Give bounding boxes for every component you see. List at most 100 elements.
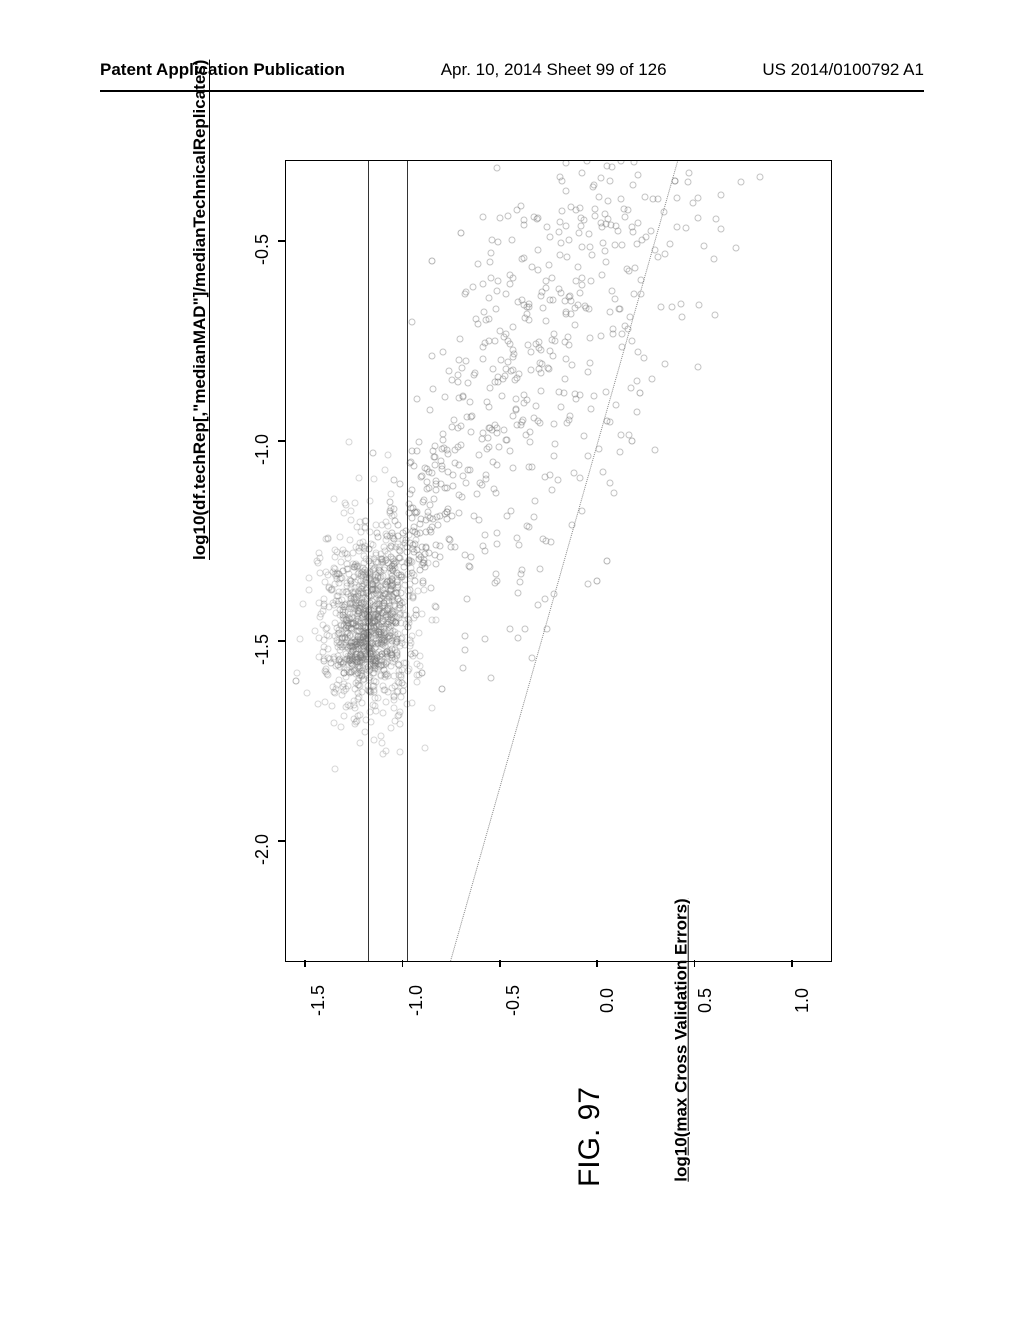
scatter-point xyxy=(330,600,337,607)
scatter-point xyxy=(674,224,681,231)
scatter-point xyxy=(529,264,536,271)
scatter-point xyxy=(493,288,500,295)
scatter-point xyxy=(607,309,614,316)
scatter-point xyxy=(616,306,623,313)
scatter-point xyxy=(482,635,489,642)
scatter-point xyxy=(492,305,499,312)
scatter-point xyxy=(634,408,641,415)
scatter-point xyxy=(586,335,593,342)
scatter-point xyxy=(458,230,465,237)
scatter-point xyxy=(346,615,353,622)
scatter-point xyxy=(369,449,376,456)
scatter-point xyxy=(571,391,578,398)
x-tick-label: 0.5 xyxy=(695,988,716,1013)
scatter-point xyxy=(414,396,421,403)
scatter-point xyxy=(432,541,439,548)
scatter-point xyxy=(637,390,644,397)
scatter-point xyxy=(465,379,472,386)
scatter-point xyxy=(409,515,416,522)
scatter-point xyxy=(585,231,592,238)
scatter-point xyxy=(342,601,349,608)
scatter-point xyxy=(409,447,416,454)
scatter-point xyxy=(634,172,641,179)
scatter-point xyxy=(642,193,649,200)
scatter-point xyxy=(542,277,549,284)
scatter-point xyxy=(336,589,343,596)
scatter-point xyxy=(501,426,508,433)
scatter-point xyxy=(351,584,358,591)
scatter-point xyxy=(336,579,343,586)
scatter-point xyxy=(320,636,327,643)
scatter-point xyxy=(345,438,352,445)
scatter-point xyxy=(489,366,496,373)
x-tick-label: -1.5 xyxy=(308,985,329,1016)
scatter-point xyxy=(629,338,636,345)
scatter-point xyxy=(578,170,585,177)
scatter-point xyxy=(379,587,386,594)
scatter-point xyxy=(428,617,435,624)
scatter-point xyxy=(579,282,586,289)
scatter-point xyxy=(439,437,446,444)
scatter-point xyxy=(333,548,340,555)
scatter-point xyxy=(514,534,521,541)
scatter-point xyxy=(426,501,433,508)
scatter-point xyxy=(667,240,674,247)
scatter-point xyxy=(488,274,495,281)
scatter-point xyxy=(460,665,467,672)
scatter-point xyxy=(390,693,397,700)
reference-line xyxy=(368,161,370,961)
scatter-point xyxy=(690,200,697,207)
scatter-point xyxy=(543,537,550,544)
scatter-point xyxy=(590,183,597,190)
scatter-point xyxy=(611,489,618,496)
scatter-point xyxy=(432,462,439,469)
scatter-point xyxy=(399,679,406,686)
scatter-point xyxy=(591,213,598,220)
scatter-point xyxy=(433,561,440,568)
scatter-point xyxy=(354,682,361,689)
scatter-point xyxy=(441,394,448,401)
scatter-point xyxy=(485,425,492,432)
scatter-point xyxy=(461,633,468,640)
scatter-point xyxy=(551,330,558,337)
scatter-point xyxy=(396,481,403,488)
scatter-point xyxy=(574,302,581,309)
scatter-point xyxy=(455,510,462,517)
scatter-point xyxy=(609,288,616,295)
scatter-point xyxy=(712,312,719,319)
scatter-point xyxy=(319,622,326,629)
scatter-point xyxy=(473,490,480,497)
scatter-point xyxy=(563,222,570,229)
scatter-point xyxy=(493,461,500,468)
scatter-point xyxy=(348,640,355,647)
scatter-point xyxy=(408,570,415,577)
scatter-point xyxy=(428,258,435,265)
scatter-point xyxy=(594,578,601,585)
y-tick-mark xyxy=(278,440,285,442)
scatter-point xyxy=(517,578,524,585)
scatter-point xyxy=(486,259,493,266)
scatter-point xyxy=(566,237,573,244)
scatter-point xyxy=(612,241,619,248)
scatter-point xyxy=(584,581,591,588)
scatter-point xyxy=(556,388,563,395)
scatter-point xyxy=(674,195,681,202)
scatter-point xyxy=(521,391,528,398)
scatter-point xyxy=(380,666,387,673)
scatter-point xyxy=(488,675,495,682)
scatter-point xyxy=(417,554,424,561)
y-tick-label: -1.5 xyxy=(252,634,273,665)
scatter-point xyxy=(492,571,499,578)
scatter-point xyxy=(430,385,437,392)
x-tick-label: -0.5 xyxy=(503,985,524,1016)
scatter-point xyxy=(535,602,542,609)
scatter-point xyxy=(556,174,563,181)
scatter-point xyxy=(686,169,693,176)
scatter-point xyxy=(303,690,310,697)
scatter-point xyxy=(486,444,493,451)
scatter-point xyxy=(449,424,456,431)
scatter-point xyxy=(426,484,433,491)
scatter-point xyxy=(515,634,522,641)
scatter-point xyxy=(417,520,424,527)
scatter-point xyxy=(547,472,554,479)
